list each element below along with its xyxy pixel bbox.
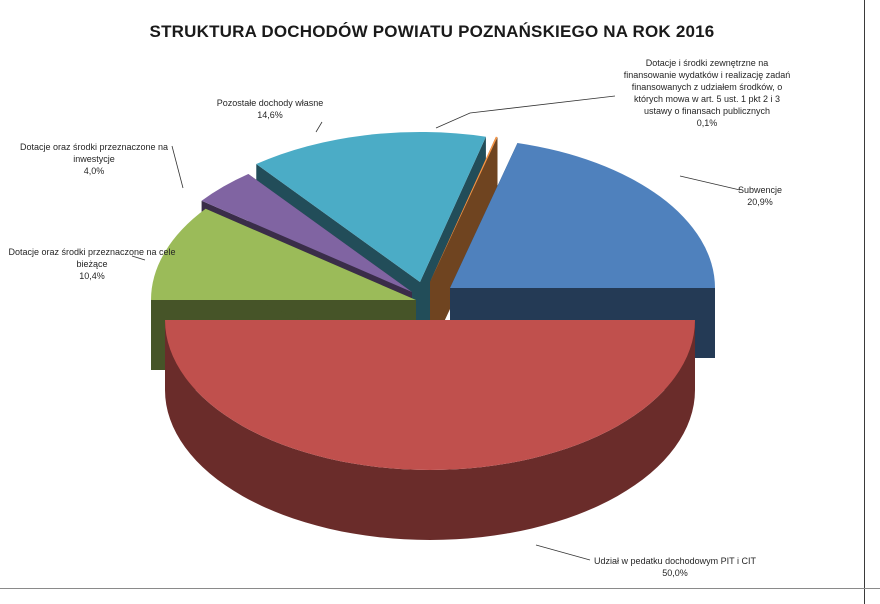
page-edge-right	[864, 0, 865, 604]
slice-name-zewnetrzne-5: ustawy o finansach publicznych	[643, 106, 771, 116]
page-edge-bottom	[0, 588, 880, 589]
slice-name-biezace-2: bieżące	[76, 259, 108, 269]
slice-label-inwestycje: Dotacje oraz środki przeznaczone na inwe…	[14, 141, 174, 177]
leader-line-pozostale	[315, 121, 323, 133]
slice-value-zewnetrzne: 0,1%	[696, 118, 718, 128]
label-leader-lines	[131, 95, 741, 561]
slice-rim-pit-0	[165, 320, 695, 540]
leader-line-zewnetrzne	[435, 95, 616, 129]
leader-line-subwencje	[679, 175, 741, 191]
slice-name-pit: Udział w pedatku dochodowym PIT i CIT	[594, 556, 756, 566]
leader-line-biezace	[131, 255, 146, 261]
pie-slices	[151, 131, 715, 540]
slice-top-pozostale	[256, 131, 486, 282]
slice-name-zewnetrzne-1: Dotacje i środki zewnętrzne na	[645, 58, 769, 68]
slice-name-pozostale: Pozostałe dochody własne	[216, 98, 324, 108]
leader-line-inwestycje	[171, 145, 184, 189]
slice-name-zewnetrzne-3: finansowanych z udziałem środków, o	[631, 82, 783, 92]
slice-top-subwencje	[450, 142, 715, 288]
slice-value-subwencje: 20,9%	[747, 197, 773, 207]
slice-value-pozostale: 14,6%	[257, 110, 283, 120]
slice-top-inwestycje	[201, 174, 412, 292]
slice-name-zewnetrzne-2: finansowanie wydatków i realizację zadań	[623, 70, 791, 80]
slice-value-pit: 50,0%	[662, 568, 688, 578]
pie-slice-pit	[165, 320, 695, 540]
slice-label-pozostale: Pozostałe dochody własne 14,6%	[200, 97, 340, 121]
slice-top-pit	[165, 320, 695, 470]
slice-name-zewnetrzne-4: których mowa w art. 5 ust. 1 pkt 2 i 3	[633, 94, 781, 104]
slice-name-biezace-1: Dotacje oraz środki przeznaczone na cele	[8, 247, 176, 257]
leader-line-pit	[535, 544, 591, 561]
slice-name-inwestycje-1: Dotacje oraz środki przeznaczone na	[19, 142, 169, 152]
slice-label-biezace: Dotacje oraz środki przeznaczone na cele…	[6, 246, 178, 282]
slice-value-inwestycje: 4,0%	[83, 166, 105, 176]
slice-name-inwestycje-2: inwestycje	[73, 154, 115, 164]
slice-label-pit: Udział w pedatku dochodowym PIT i CIT 50…	[560, 555, 790, 579]
slice-top-biezace	[151, 208, 416, 300]
slice-label-subwencje: Subwencje 20,9%	[715, 184, 805, 208]
pie-slice-zewnetrzne	[430, 136, 498, 352]
chart-title: STRUKTURA DOCHODÓW POWIATU POZNAŃSKIEGO …	[149, 22, 715, 41]
slice-top-zewnetrzne	[430, 136, 498, 282]
slice-value-biezace: 10,4%	[79, 271, 105, 281]
slice-label-zewnetrzne: Dotacje i środki zewnętrzne na finansowa…	[602, 57, 812, 129]
slice-wall-zewnetrzne-1	[430, 136, 498, 352]
slice-name-subwencje: Subwencje	[737, 185, 783, 195]
